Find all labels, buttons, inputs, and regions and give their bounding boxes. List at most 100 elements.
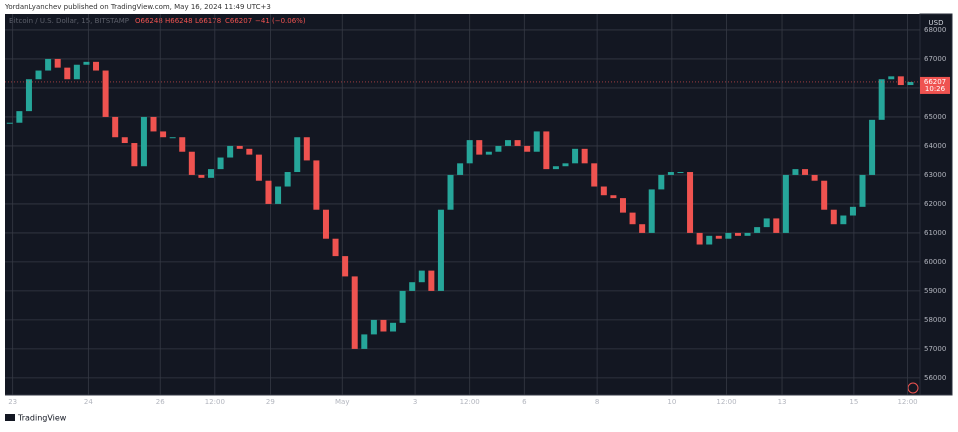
candle (275, 186, 282, 204)
candle (505, 140, 512, 146)
candle (610, 195, 617, 199)
candle (6, 122, 13, 124)
candle (121, 137, 128, 144)
candle (888, 76, 895, 80)
y-tick-label: 58000 (924, 316, 946, 324)
candle (140, 116, 147, 167)
ohlc-readout: −41 (−0.06%) (255, 17, 306, 25)
x-tick-label: 24 (84, 398, 93, 406)
y-tick-label: 64000 (924, 142, 946, 150)
candle (322, 209, 329, 239)
logo (5, 414, 15, 421)
currency: USD (929, 19, 944, 27)
candle (485, 151, 492, 155)
footer: TradingView (17, 414, 67, 423)
candle (802, 169, 809, 175)
candle (380, 319, 387, 332)
candle (696, 232, 703, 245)
candle (93, 61, 100, 71)
candle (16, 111, 23, 123)
candle (687, 172, 694, 233)
candle (54, 58, 61, 68)
candle (25, 79, 32, 112)
candle (303, 137, 310, 161)
x-tick-label: 3 (413, 398, 417, 406)
ohlc-readout: H66248 (165, 17, 193, 25)
candle (821, 180, 828, 210)
candle (437, 209, 444, 291)
x-tick-label: 12:00 (460, 398, 480, 406)
candle (830, 209, 837, 225)
candle (313, 160, 320, 210)
ohlc-readout: O66248 (135, 17, 163, 25)
candle (658, 174, 665, 190)
candle (409, 282, 416, 291)
candle (265, 180, 272, 204)
candle (495, 145, 502, 152)
candle (792, 169, 799, 175)
candle (246, 148, 253, 155)
candle (332, 238, 339, 257)
y-tick-label: 65000 (924, 113, 946, 121)
candle (629, 212, 636, 225)
candle (351, 276, 358, 349)
y-tick-label: 60000 (924, 258, 946, 266)
candle (859, 174, 866, 207)
candle (112, 116, 119, 138)
candle (361, 334, 368, 349)
candle (188, 151, 195, 175)
candle (869, 119, 876, 175)
candle (514, 140, 521, 146)
y-tick-label: 63000 (924, 171, 946, 179)
candle (782, 174, 789, 233)
candle (179, 137, 186, 152)
candle (466, 140, 473, 164)
y-tick-label: 68000 (924, 26, 946, 34)
x-tick-label: 23 (8, 398, 17, 406)
candle (581, 148, 588, 164)
candle (811, 174, 818, 181)
candle (447, 174, 454, 210)
header: YordanLyanchev published on TradingView.… (4, 3, 271, 11)
candle (706, 235, 713, 245)
candle (198, 174, 205, 178)
countdown: 10:26 (925, 85, 946, 93)
candle (667, 172, 674, 175)
x-tick-label: 13 (778, 398, 787, 406)
candle (418, 270, 425, 283)
price-badge (920, 76, 950, 94)
x-tick-label: 6 (522, 398, 527, 406)
candle (342, 256, 349, 277)
candle (600, 186, 607, 196)
candle (169, 137, 176, 139)
x-tick-label: 12:00 (897, 398, 917, 406)
legend: Bitcoin / U.S. Dollar, 15, BITSTAMP (9, 17, 129, 25)
x-tick-label: 10 (667, 398, 676, 406)
candle (64, 67, 71, 80)
x-tick-label: 8 (595, 398, 599, 406)
y-tick-label: 57000 (924, 345, 946, 353)
candle (897, 76, 904, 86)
candle (849, 206, 856, 216)
candle (236, 145, 243, 149)
candle (255, 154, 262, 181)
candle (591, 163, 598, 187)
candle (840, 215, 847, 225)
candle (572, 148, 579, 164)
candle (734, 232, 741, 236)
y-tick-label: 62000 (924, 200, 946, 208)
candle (227, 145, 234, 158)
candle (763, 218, 770, 228)
candle (562, 163, 569, 167)
candle (73, 64, 80, 80)
candle (284, 172, 291, 187)
candle (878, 79, 885, 120)
candle (773, 218, 780, 233)
candle (294, 137, 301, 173)
candle (217, 157, 224, 170)
candle (619, 198, 626, 213)
y-tick-label: 59000 (924, 287, 946, 295)
replay-icon[interactable] (907, 382, 919, 394)
x-tick-label: 29 (266, 398, 275, 406)
